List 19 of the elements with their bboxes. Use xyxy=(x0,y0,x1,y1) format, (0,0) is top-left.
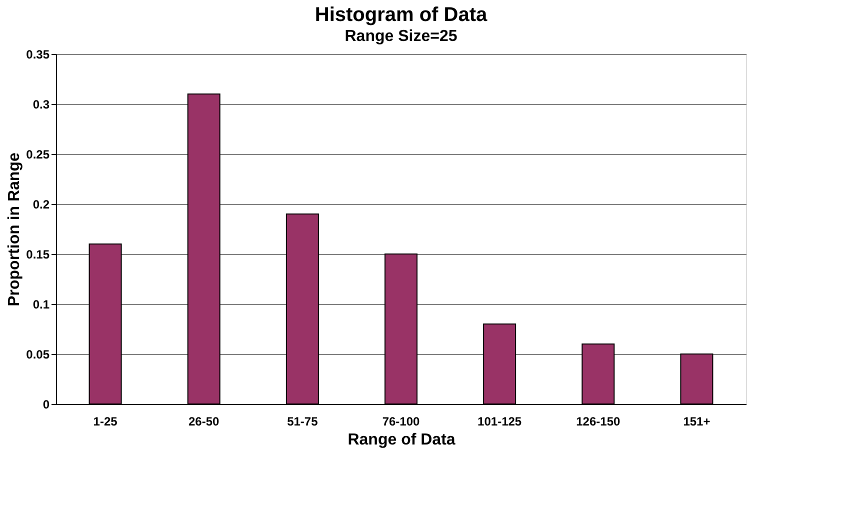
x-tick-label: 1-25 xyxy=(93,414,118,428)
x-axis-title: Range of Data xyxy=(348,432,456,448)
x-tick-label: 151+ xyxy=(683,414,710,428)
x-tick-label: 51-75 xyxy=(287,414,318,428)
x-tick-label: 26-50 xyxy=(188,414,220,428)
y-tick-label: 0.05 xyxy=(26,348,50,362)
x-tick-label: 101-125 xyxy=(478,414,522,428)
y-tick-label: 0.15 xyxy=(26,248,50,262)
y-tick-label: 0.2 xyxy=(32,198,50,212)
y-tick-label: 0 xyxy=(42,398,50,412)
chart-title: Histogram of Data xyxy=(314,4,488,26)
chart-subtitle: Range Size=25 xyxy=(344,28,458,45)
y-tick-label: 0.35 xyxy=(26,48,50,62)
y-tick-label: 0.1 xyxy=(32,298,50,312)
x-tick-label: 76-100 xyxy=(382,414,420,428)
y-tick-label: 0.25 xyxy=(26,148,50,162)
x-tick-label: 126-150 xyxy=(576,414,620,428)
y-axis-title: Proportion in Range xyxy=(6,152,24,306)
y-tick-label: 0.3 xyxy=(32,98,50,112)
